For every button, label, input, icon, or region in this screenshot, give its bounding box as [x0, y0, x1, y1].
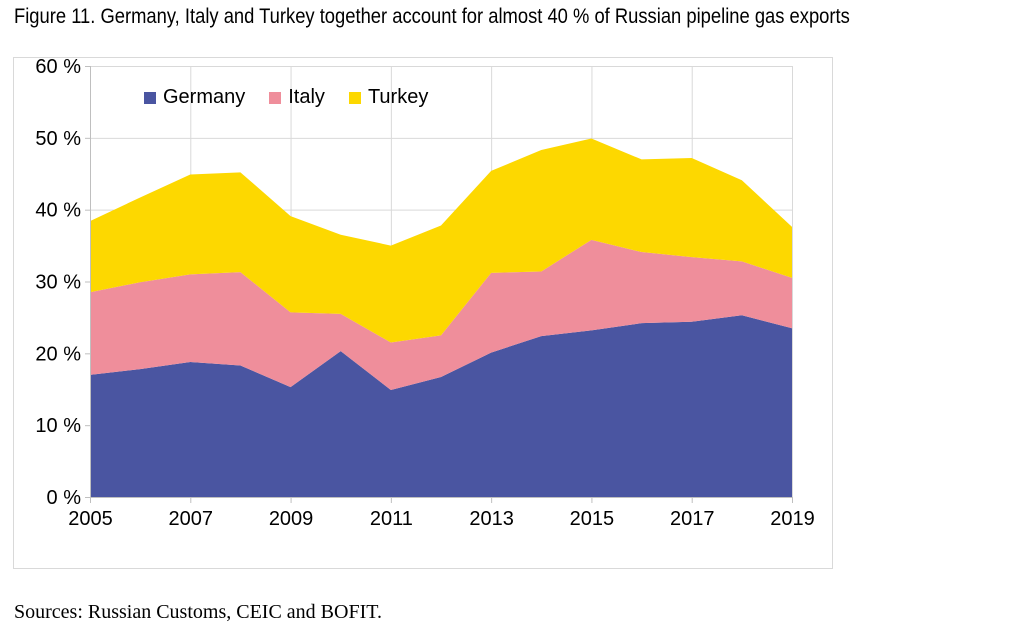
y-tick-label: 30 %: [35, 272, 81, 294]
area-turkey: [90, 138, 792, 343]
legend-swatch-germany: [144, 91, 156, 104]
legend-label-germany: Germany: [163, 86, 246, 108]
legend-item-germany: Germany: [144, 86, 245, 109]
y-tick-label: 0 %: [47, 487, 82, 509]
y-tick-label: 40 %: [35, 200, 81, 222]
stacked-area-chart: 0 % 10 % 20 % 30 % 40 % 50 % 60 % 2005 2007 2009 2…: [35, 58, 815, 530]
legend-swatch-italy: [269, 91, 282, 104]
x-tick-label: 2013: [469, 508, 514, 530]
legend-item-turkey: Turkey: [348, 86, 429, 109]
x-tick-label: 2007: [169, 508, 214, 530]
area-italy: [90, 239, 792, 390]
y-tick-label: 10 %: [35, 415, 81, 437]
x-tick-label: 2017: [670, 508, 715, 530]
y-tick-label: 50 %: [35, 128, 81, 150]
x-tick-label: 2005: [68, 508, 113, 530]
area-germany: [90, 315, 792, 497]
legend-label-turkey: Turkey: [367, 86, 429, 108]
x-tick-label: 2019: [770, 508, 815, 530]
chart-frame: 0 % 10 % 20 % 30 % 40 % 50 % 60 % 2005 2007 2009 2…: [13, 57, 833, 569]
chart-legend: Germany Italy Turkey: [144, 86, 428, 109]
source-note: Sources: Russian Customs, CEIC and BOFIT…: [14, 601, 382, 623]
x-tick-label: 2011: [370, 508, 413, 530]
figure-title: Figure 11. Germany, Italy and Turkey tog…: [14, 5, 850, 28]
x-tick-label: 2015: [570, 508, 615, 530]
y-tick-label: 20 %: [35, 343, 81, 365]
legend-item-italy: Italy: [269, 86, 325, 109]
x-tick-label: 2009: [269, 508, 314, 530]
legend-swatch-turkey: [348, 91, 361, 104]
y-tick-label: 60 %: [35, 58, 81, 78]
legend-label-italy: Italy: [288, 86, 325, 108]
